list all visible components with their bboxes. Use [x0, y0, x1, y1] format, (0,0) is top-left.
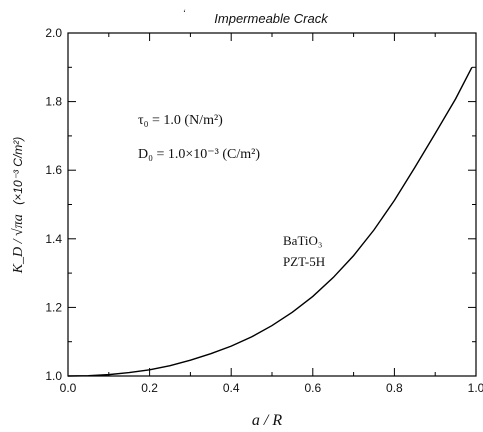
- material-label-pzt5h: PZT-5H: [283, 254, 325, 269]
- title-stray-mark: ʻ: [183, 8, 186, 18]
- y-axis-label-unit: (×10⁻³ C/m²): [11, 137, 25, 205]
- y-axis-label-main: K_D / √πa: [11, 214, 26, 274]
- x-tick-label: 0.0: [60, 381, 77, 395]
- series-line: [67, 66, 473, 377]
- d-annotation: D₀ = 1.0×10⁻³ (C/m²): [138, 147, 260, 162]
- y-tick-label: 1.8: [45, 95, 62, 109]
- axis-ticks: [67, 32, 477, 377]
- x-tick-label: 1.0: [468, 381, 483, 395]
- chart-title: Impermeable Crack: [214, 11, 329, 26]
- y-tick-label: 1.0: [45, 369, 62, 383]
- y-tick-label: 2.0: [45, 26, 62, 40]
- y-tick-label: 1.4: [45, 232, 62, 246]
- y-tick-label: 1.2: [45, 300, 62, 314]
- x-tick-label: 0.6: [304, 381, 321, 395]
- plot-area: [67, 32, 477, 377]
- tick-labels: 0.0 0.2 0.4 0.6 0.8 1.0 1.0 1.2 1.4 1.6 1.8 2.0: [45, 26, 483, 395]
- x-tick-label: 0.2: [141, 381, 158, 395]
- tau-annotation: τ₀ = 1.0 (N/m²): [138, 113, 223, 128]
- x-axis-label: a / R: [252, 412, 282, 429]
- x-tick-label: 0.8: [386, 381, 403, 395]
- material-label-batio3: BaTiO₃: [283, 233, 322, 248]
- x-tick-label: 0.4: [223, 381, 240, 395]
- y-axis-label: K_D / √πa (×10⁻³ C/m²): [11, 137, 26, 275]
- y-tick-label: 1.6: [45, 163, 62, 177]
- svg-text:K_D / √πa (×10⁻³ C/m²): K_D / √πa (×10⁻³ C/m²): [11, 137, 26, 275]
